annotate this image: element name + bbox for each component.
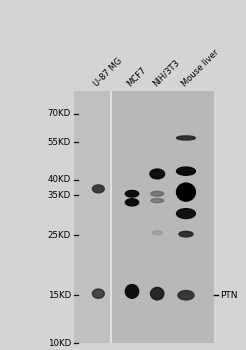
Text: 35KD: 35KD <box>48 191 71 200</box>
Ellipse shape <box>92 289 104 298</box>
Ellipse shape <box>151 191 164 196</box>
Ellipse shape <box>125 199 139 206</box>
Text: 40KD: 40KD <box>48 175 71 184</box>
FancyBboxPatch shape <box>74 91 111 343</box>
Text: 10KD: 10KD <box>48 338 71 348</box>
FancyBboxPatch shape <box>111 91 214 343</box>
Text: 25KD: 25KD <box>48 231 71 239</box>
Text: 70KD: 70KD <box>48 109 71 118</box>
Ellipse shape <box>125 285 139 298</box>
Ellipse shape <box>179 231 193 237</box>
Ellipse shape <box>92 185 104 193</box>
Ellipse shape <box>152 231 163 234</box>
Text: 15KD: 15KD <box>48 291 71 300</box>
Text: U-87 MG: U-87 MG <box>92 56 124 89</box>
Text: PTN: PTN <box>220 291 237 300</box>
Ellipse shape <box>177 183 195 201</box>
Ellipse shape <box>177 209 195 218</box>
Ellipse shape <box>150 169 165 179</box>
Ellipse shape <box>151 198 164 203</box>
Ellipse shape <box>125 190 139 197</box>
Text: MCF7: MCF7 <box>126 65 149 89</box>
Text: NIH/3T3: NIH/3T3 <box>151 58 181 89</box>
Ellipse shape <box>178 290 194 300</box>
Ellipse shape <box>177 167 195 175</box>
Text: Mouse liver: Mouse liver <box>180 48 220 89</box>
Ellipse shape <box>151 287 164 300</box>
Text: 55KD: 55KD <box>48 138 71 147</box>
Ellipse shape <box>177 136 195 140</box>
